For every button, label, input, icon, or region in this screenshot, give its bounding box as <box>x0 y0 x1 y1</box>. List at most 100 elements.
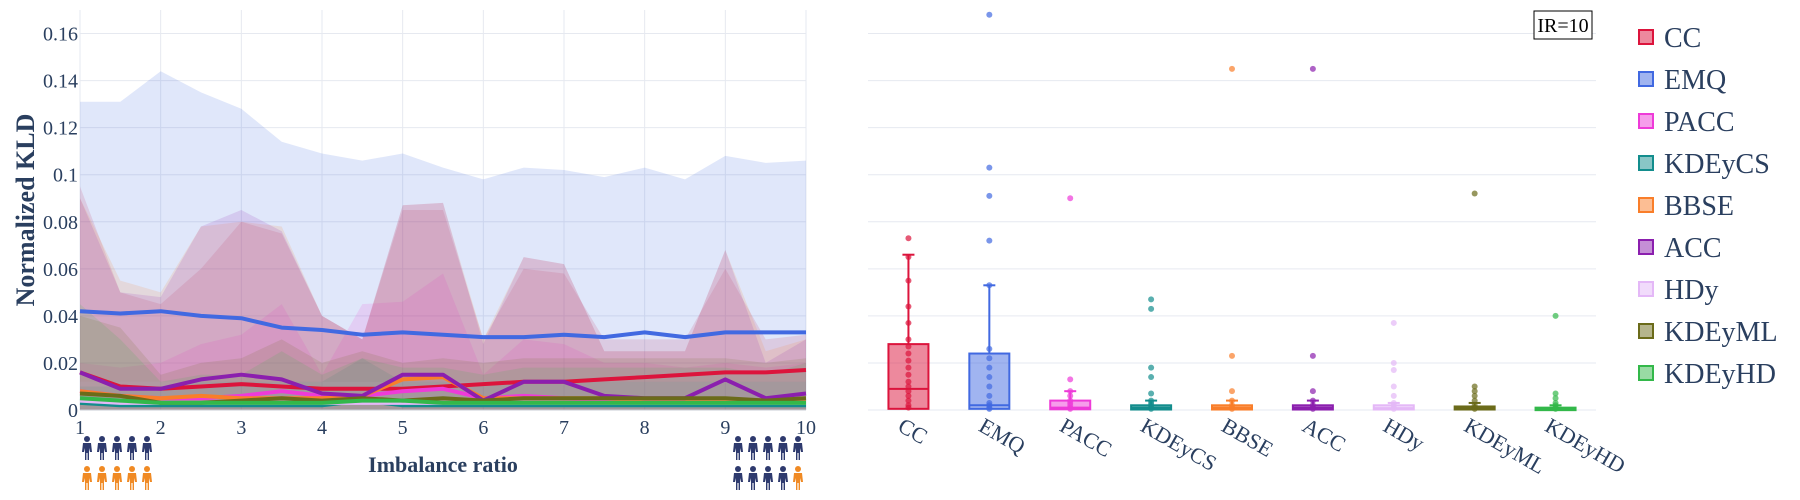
legend-swatch <box>1638 155 1654 171</box>
y-tick-label: 0.12 <box>43 118 78 140</box>
person-icon <box>82 436 92 460</box>
data-point <box>986 164 993 171</box>
data-point <box>905 383 912 390</box>
line-kdeycs <box>79 398 806 408</box>
data-point <box>1148 305 1155 312</box>
person-icon <box>112 466 122 490</box>
legend-item-cc[interactable]: CC <box>1638 23 1701 54</box>
legend-swatch <box>1638 281 1654 297</box>
data-point <box>1148 374 1155 381</box>
person-icon <box>127 436 137 460</box>
legend-swatch <box>1638 71 1654 87</box>
y-tick-label: 0.16 <box>43 24 78 46</box>
y-tick-label: 0 <box>68 400 78 422</box>
legend-label: CC <box>1664 23 1701 54</box>
y-tick-label: 0.02 <box>43 353 78 375</box>
x-tick-label: 4 <box>317 417 327 439</box>
x-tick-label: 3 <box>236 417 246 439</box>
data-point <box>905 303 912 310</box>
data-point <box>905 343 912 350</box>
person-icon <box>112 436 122 460</box>
line-kdeyhd <box>79 396 806 405</box>
data-point <box>905 350 912 357</box>
data-point <box>1471 392 1478 399</box>
person-icon <box>82 466 92 490</box>
data-point <box>1229 397 1235 404</box>
x-tick-labels: 1 2 3 4 5 6 7 8 9 10 <box>75 417 816 439</box>
person-icon <box>748 436 758 460</box>
legend-label: EMQ <box>1664 65 1726 96</box>
legend-label: BBSE <box>1664 191 1734 222</box>
data-point <box>1309 388 1316 395</box>
x-tick-label: 1 <box>75 417 85 439</box>
x-tick-label: 8 <box>640 417 650 439</box>
line-cc <box>79 368 807 391</box>
box-pacc <box>1049 195 1092 412</box>
data-point <box>1067 392 1074 399</box>
data-point <box>1390 383 1397 390</box>
series-lines <box>79 309 807 408</box>
data-point <box>1309 352 1316 359</box>
data-point <box>1309 65 1316 72</box>
data-point <box>1390 392 1397 399</box>
annotation-box <box>1533 10 1593 40</box>
data-point <box>986 405 993 412</box>
band-acc <box>80 198 806 410</box>
x-tick-label: 10 <box>796 417 816 439</box>
data-point <box>1229 405 1235 412</box>
data-point <box>1552 390 1559 397</box>
data-point <box>1390 319 1397 326</box>
y-tick-labels: 0 0.02 0.04 0.06 0.08 0.1 0.12 0.14 0.16 <box>43 24 78 422</box>
x-axis-label: Imbalance ratio <box>368 452 518 477</box>
data-point <box>1552 405 1559 412</box>
boxes <box>887 11 1577 412</box>
data-point <box>905 254 912 261</box>
band-cc <box>80 186 806 410</box>
legend-swatch <box>1638 239 1654 255</box>
data-point <box>1471 405 1478 412</box>
person-icon <box>748 466 758 490</box>
data-point <box>1067 405 1074 412</box>
legend-item-kdeycs[interactable]: KDEyCS <box>1638 149 1770 180</box>
category-label: KDEyML <box>1460 413 1550 479</box>
legend-item-bbse[interactable]: BBSE <box>1638 191 1734 222</box>
data-point <box>986 374 993 381</box>
line-chart: 1 2 3 4 5 6 7 8 9 10 0 0.02 0.04 0.06 0.08 0.1 0.12 0.14… <box>11 10 816 490</box>
legend-item-hdy[interactable]: HDy <box>1638 275 1718 306</box>
category-label: PACC <box>1056 413 1117 462</box>
line-emq <box>79 309 806 340</box>
data-point <box>1390 367 1397 373</box>
data-point <box>1229 65 1235 72</box>
legend-item-emq[interactable]: EMQ <box>1638 65 1726 96</box>
data-point <box>1148 296 1155 303</box>
category-label: ACC <box>1298 413 1350 457</box>
data-point <box>1309 397 1316 404</box>
legend-item-kdeyml[interactable]: KDEyML <box>1638 317 1778 348</box>
x-tick-label: 2 <box>156 417 166 439</box>
data-point <box>1229 388 1235 395</box>
legend-swatch <box>1638 197 1654 213</box>
legend-item-pacc[interactable]: PACC <box>1638 107 1735 138</box>
data-point <box>1148 390 1155 397</box>
data-point <box>1390 405 1397 412</box>
confidence-bands <box>80 71 806 410</box>
box-hdy <box>1372 319 1415 412</box>
legend-item-acc[interactable]: ACC <box>1638 233 1722 264</box>
data-point <box>1067 195 1074 202</box>
data-point <box>1067 388 1074 395</box>
data-point <box>1471 383 1478 390</box>
person-icon <box>778 436 788 460</box>
legend-label: KDEyML <box>1664 317 1778 348</box>
data-point <box>986 355 993 362</box>
legend-label: PACC <box>1664 107 1735 138</box>
data-point <box>1552 395 1559 402</box>
legend-label: ACC <box>1664 233 1722 264</box>
person-icon <box>763 466 773 490</box>
person-icon <box>142 466 152 490</box>
person-icon <box>733 436 743 460</box>
legend-item-kdeyhd[interactable]: KDEyHD <box>1638 359 1776 390</box>
data-point <box>1471 388 1478 395</box>
person-icon <box>733 466 743 490</box>
data-point <box>905 378 912 385</box>
